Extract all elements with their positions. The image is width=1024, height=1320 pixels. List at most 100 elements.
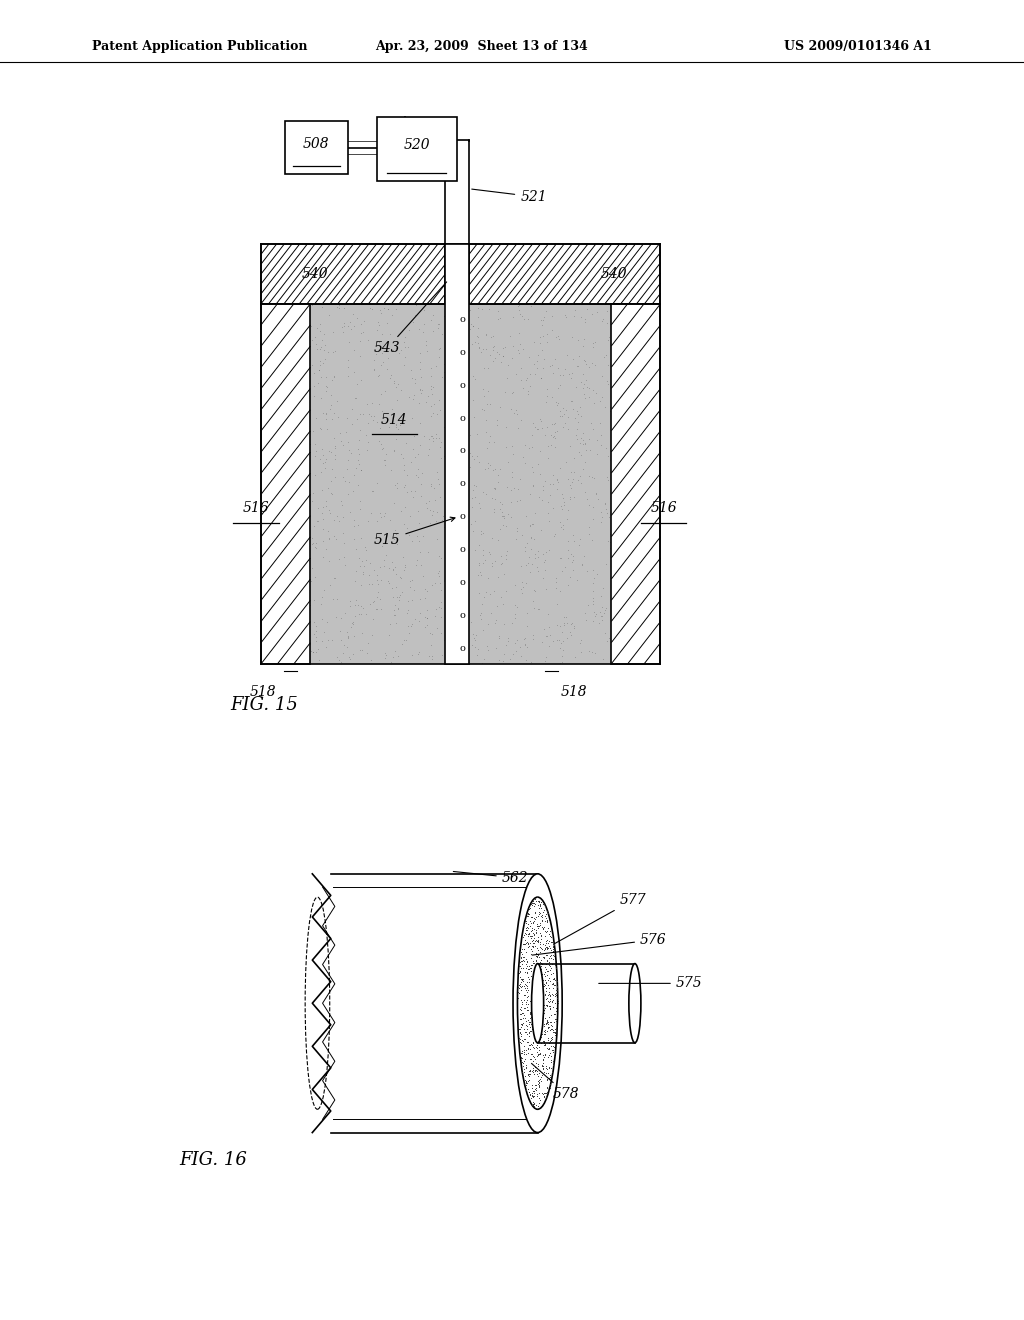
Point [354, 322, 371, 343]
Point [542, 473, 558, 494]
Text: o: o [460, 413, 466, 422]
Point [579, 298, 595, 319]
Point [536, 1085, 552, 1106]
Point [518, 1073, 535, 1094]
Point [498, 581, 514, 602]
Point [288, 511, 304, 532]
Point [381, 557, 397, 578]
Point [380, 347, 396, 368]
Point [479, 437, 496, 458]
Point [512, 975, 528, 997]
Point [317, 638, 334, 659]
Point [523, 998, 540, 1019]
Point [259, 444, 275, 465]
Point [560, 546, 577, 568]
Point [513, 1047, 529, 1068]
Point [371, 314, 387, 335]
Point [535, 314, 551, 335]
Text: 518: 518 [250, 685, 276, 700]
Point [544, 1015, 560, 1036]
Point [254, 310, 270, 331]
Point [474, 399, 490, 420]
Point [542, 1073, 558, 1094]
Point [538, 937, 554, 958]
Point [563, 550, 580, 572]
Point [520, 1071, 537, 1092]
Point [539, 911, 555, 932]
Point [535, 1031, 551, 1052]
Point [524, 1035, 541, 1056]
Point [520, 958, 537, 979]
Point [540, 983, 556, 1005]
Point [279, 367, 295, 388]
Point [514, 1051, 530, 1072]
Point [537, 964, 553, 985]
Point [595, 309, 611, 330]
Point [512, 999, 528, 1020]
Point [571, 346, 588, 367]
Point [307, 537, 324, 558]
Point [531, 1090, 548, 1111]
Point [470, 492, 486, 513]
Point [545, 465, 561, 486]
Point [514, 305, 530, 326]
Point [530, 1074, 547, 1096]
Point [502, 648, 518, 669]
Point [532, 1028, 549, 1049]
Point [542, 986, 558, 1007]
Point [300, 411, 316, 432]
Point [603, 379, 620, 400]
Point [518, 956, 535, 977]
Point [538, 543, 554, 564]
Point [592, 391, 608, 412]
Point [299, 392, 315, 413]
Point [514, 927, 530, 948]
Point [272, 342, 289, 363]
Point [254, 536, 270, 557]
Point [310, 498, 327, 519]
Point [386, 372, 402, 393]
Point [541, 981, 557, 1002]
Point [547, 524, 563, 545]
Point [346, 362, 362, 383]
Point [520, 1069, 537, 1090]
Point [274, 429, 291, 450]
Point [403, 531, 420, 552]
Point [531, 1043, 548, 1064]
Point [540, 969, 556, 990]
Point [524, 920, 541, 941]
Point [375, 341, 391, 362]
Point [516, 1040, 532, 1061]
Point [549, 975, 565, 997]
Point [477, 325, 494, 346]
Point [276, 557, 293, 578]
Point [349, 308, 366, 329]
Text: 514: 514 [381, 413, 408, 426]
Point [317, 367, 334, 388]
Point [539, 385, 555, 407]
Point [519, 532, 536, 553]
Point [314, 609, 331, 630]
Point [275, 554, 292, 576]
Point [404, 487, 421, 508]
Point [529, 1053, 546, 1074]
Point [369, 473, 385, 494]
Point [531, 333, 548, 354]
Point [524, 936, 541, 957]
Point [397, 475, 414, 496]
Point [558, 606, 574, 627]
Point [514, 572, 530, 593]
Point [481, 541, 498, 562]
Polygon shape [310, 304, 445, 664]
Point [526, 1081, 543, 1102]
Point [539, 1038, 555, 1059]
Point [366, 560, 382, 581]
Point [547, 993, 563, 1014]
Point [507, 594, 523, 615]
Point [314, 444, 331, 465]
Point [386, 370, 402, 391]
Point [419, 581, 435, 602]
Point [545, 936, 561, 957]
Point [527, 892, 544, 913]
Point [519, 950, 536, 972]
